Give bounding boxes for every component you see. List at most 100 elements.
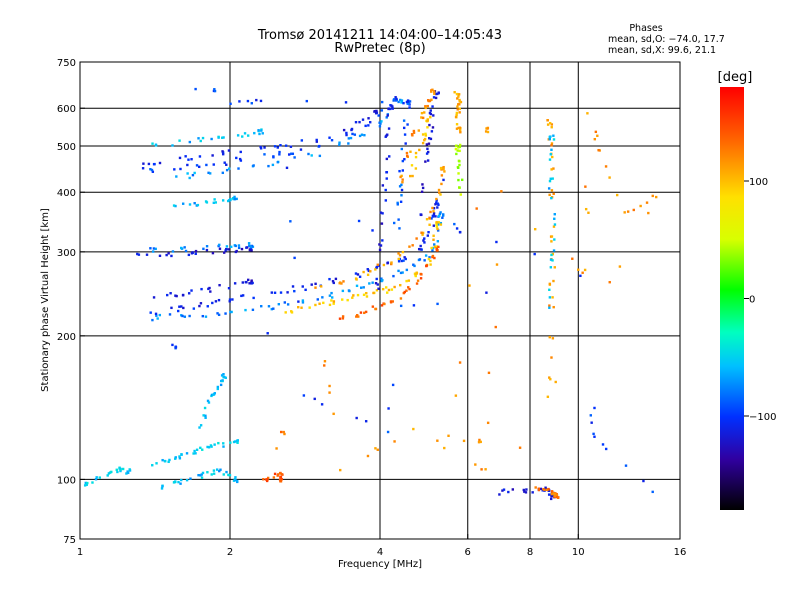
data-point bbox=[278, 478, 282, 481]
data-point bbox=[174, 456, 177, 459]
data-point bbox=[229, 102, 232, 105]
data-point bbox=[237, 246, 241, 250]
data-point bbox=[399, 304, 403, 308]
data-point bbox=[354, 277, 358, 280]
data-point bbox=[423, 111, 426, 114]
data-point bbox=[418, 148, 421, 152]
data-point bbox=[244, 308, 247, 312]
data-point bbox=[224, 249, 227, 252]
data-point bbox=[378, 121, 381, 124]
data-point bbox=[362, 270, 365, 274]
data-point bbox=[587, 211, 590, 214]
data-point bbox=[278, 471, 282, 475]
data-point bbox=[623, 211, 626, 214]
data-point bbox=[300, 139, 304, 142]
colorbar-tick-label: 100 bbox=[749, 177, 768, 188]
data-point bbox=[151, 318, 154, 322]
data-point bbox=[553, 223, 557, 226]
grid-lines bbox=[80, 62, 680, 539]
data-point bbox=[339, 281, 342, 284]
data-point bbox=[485, 291, 488, 294]
data-point bbox=[456, 149, 459, 152]
data-point bbox=[435, 199, 438, 202]
data-point bbox=[367, 124, 370, 127]
data-point bbox=[408, 287, 411, 291]
data-point bbox=[486, 130, 490, 134]
data-point bbox=[250, 102, 253, 105]
data-point bbox=[380, 100, 384, 104]
data-point bbox=[233, 282, 237, 285]
data-point bbox=[246, 99, 250, 103]
data-point bbox=[250, 249, 253, 252]
data-point bbox=[218, 283, 221, 287]
data-point bbox=[579, 274, 582, 278]
data-point bbox=[442, 178, 445, 182]
data-point bbox=[224, 312, 227, 315]
data-point bbox=[435, 197, 438, 201]
data-point bbox=[121, 467, 125, 471]
data-point bbox=[338, 143, 341, 146]
data-point bbox=[402, 119, 406, 122]
data-point bbox=[550, 240, 553, 243]
data-point bbox=[533, 252, 536, 256]
data-point bbox=[374, 112, 378, 115]
data-point bbox=[183, 315, 187, 318]
data-point bbox=[550, 168, 553, 171]
data-point bbox=[553, 494, 557, 498]
data-point bbox=[305, 99, 309, 103]
data-point bbox=[436, 229, 440, 232]
data-point bbox=[165, 253, 168, 257]
data-point bbox=[151, 250, 155, 253]
data-point bbox=[172, 481, 176, 484]
data-point bbox=[552, 249, 556, 252]
data-point bbox=[551, 155, 554, 159]
data-point bbox=[511, 488, 515, 491]
data-point bbox=[221, 171, 225, 175]
data-point bbox=[228, 474, 231, 477]
data-point bbox=[525, 488, 528, 491]
data-point bbox=[212, 201, 216, 204]
data-point bbox=[238, 157, 242, 161]
data-point bbox=[358, 120, 361, 124]
data-point bbox=[171, 343, 174, 347]
data-point bbox=[201, 471, 205, 475]
data-point bbox=[378, 243, 381, 246]
data-point bbox=[431, 249, 434, 252]
data-point bbox=[245, 246, 248, 249]
data-point bbox=[263, 153, 266, 156]
data-point bbox=[372, 291, 375, 295]
data-point bbox=[548, 158, 552, 161]
data-point bbox=[222, 442, 225, 445]
data-point bbox=[400, 259, 404, 263]
data-point bbox=[424, 254, 428, 257]
data-point bbox=[110, 470, 113, 474]
data-point bbox=[364, 124, 367, 128]
data-point bbox=[457, 146, 460, 149]
data-point bbox=[328, 384, 331, 388]
data-point bbox=[235, 439, 239, 443]
data-point bbox=[328, 391, 331, 394]
data-point bbox=[378, 248, 382, 252]
data-point bbox=[537, 488, 541, 492]
data-point bbox=[328, 294, 332, 297]
data-point bbox=[428, 223, 431, 226]
data-point bbox=[240, 247, 244, 251]
data-point bbox=[380, 304, 384, 307]
data-point bbox=[551, 337, 555, 340]
data-point bbox=[550, 196, 553, 200]
data-point bbox=[235, 197, 238, 201]
data-point bbox=[237, 244, 241, 247]
data-point bbox=[405, 279, 408, 283]
data-point bbox=[214, 201, 217, 204]
data-point bbox=[436, 240, 440, 243]
data-point bbox=[414, 274, 417, 278]
data-point bbox=[209, 290, 212, 293]
data-point bbox=[366, 273, 370, 277]
data-point bbox=[166, 293, 169, 297]
data-point bbox=[594, 130, 598, 134]
data-point bbox=[639, 204, 642, 208]
data-point bbox=[366, 454, 370, 458]
x-tick-label: 6 bbox=[465, 547, 471, 558]
data-point bbox=[330, 139, 334, 142]
data-point bbox=[454, 147, 458, 151]
